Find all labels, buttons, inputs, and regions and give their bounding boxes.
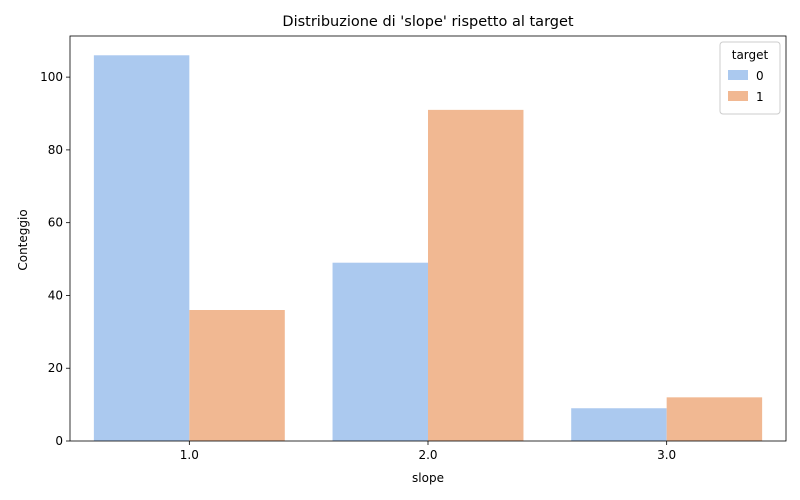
legend-label-1: 1 — [756, 90, 764, 104]
legend-title: target — [732, 48, 769, 62]
legend-swatch-1 — [728, 91, 748, 101]
bar-series-1-2.0 — [428, 109, 524, 442]
y-tick-label: 20 — [48, 361, 63, 375]
y-axis-label: Conteggio — [16, 209, 30, 270]
x-tick-label: 1.0 — [180, 448, 199, 462]
bar-series-0-1.0 — [93, 55, 190, 442]
plot-area: 1.0 2.0 3.0 0 20 40 60 80 100 — [40, 35, 787, 462]
chart-title: Distribuzione di 'slope' rispetto al tar… — [282, 14, 573, 30]
x-tick-label: 2.0 — [418, 448, 437, 462]
bar-series-0-3.0 — [571, 408, 667, 441]
y-tick-label: 80 — [48, 143, 63, 157]
x-tick-label: 3.0 — [657, 448, 676, 462]
bar-series-1-3.0 — [666, 397, 763, 441]
x-axis-label: slope — [412, 471, 444, 485]
bar-series-1-1.0 — [189, 310, 285, 441]
y-tick-label: 0 — [55, 434, 63, 448]
y-tick-label: 100 — [40, 70, 63, 84]
y-tick-label: 60 — [48, 216, 63, 230]
legend-label-0: 0 — [756, 69, 764, 83]
y-tick-label: 40 — [48, 288, 63, 302]
bar-series-0-2.0 — [332, 262, 428, 441]
legend: target 0 1 — [719, 41, 781, 115]
legend-swatch-0 — [728, 70, 748, 80]
